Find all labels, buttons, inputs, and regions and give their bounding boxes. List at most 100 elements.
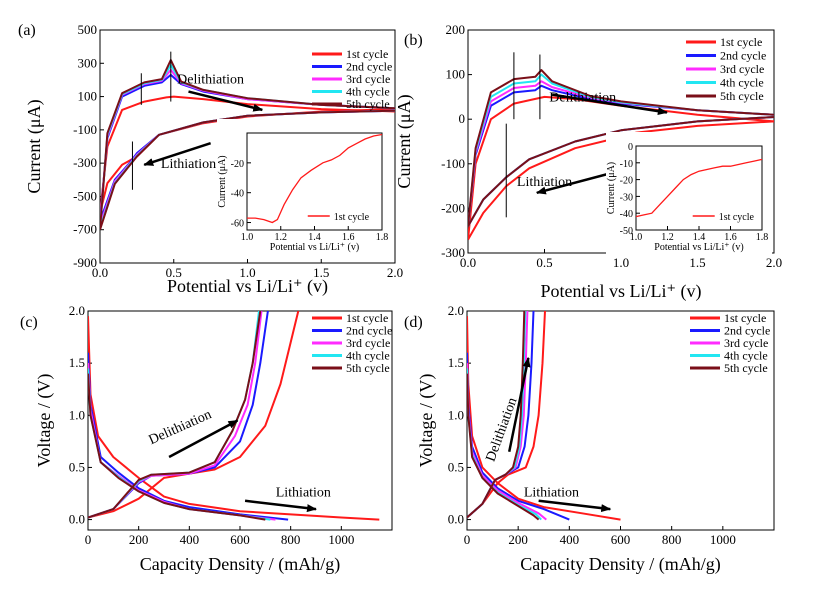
- axis-ytick-label: 1.0: [69, 407, 85, 422]
- lithiation-arrow: [143, 141, 212, 166]
- annotation-delithiation: Delithiation: [147, 407, 214, 448]
- axis-xtick-label: 600: [611, 532, 631, 547]
- axis-xtick-label: 200: [508, 532, 528, 547]
- inset-x-axis-label: Potential vs Li/Li⁺ (v): [654, 242, 743, 253]
- panel-label: (a): [18, 22, 36, 39]
- plot-area: [467, 311, 621, 521]
- axis-xtick-label: 1.0: [239, 265, 255, 280]
- legend-label-5: 5th cycle: [720, 89, 764, 103]
- inset-series-line: [247, 133, 383, 224]
- inset-chart: 1.0 1.2 1.4 1.6 1.8 -50 -40 -30 -20 -10 0 Potential…: [606, 132, 772, 256]
- panel-label: (d): [404, 314, 423, 331]
- inset-xtick-label: 1.8: [756, 232, 769, 243]
- legend-label-3: 3rd cycle: [720, 62, 764, 76]
- series-line-5-delith: [468, 69, 774, 227]
- inset-xtick-label: 1.4: [693, 232, 706, 243]
- legend-label-3: 3rd cycle: [346, 336, 390, 350]
- plot-area: [100, 51, 395, 231]
- series-line-1-delith: [468, 95, 774, 240]
- chart-panel-d: (d) 0 200 400 600 800 1000 0.0 0.5 1.0 1.5 2.0 Capac…: [404, 303, 775, 575]
- axis-xtick-label: 400: [560, 532, 580, 547]
- chart-panel-b: (b)0.0 0.5 1.0 1.5 2.0-300-200-1000100200Pot…: [394, 22, 782, 302]
- series-line-2-charge: [88, 311, 269, 519]
- inset-xtick-label: 1.0: [630, 232, 643, 243]
- legend-label-2: 2nd cycle: [724, 324, 770, 338]
- axis-xtick-label: 0.5: [536, 255, 552, 270]
- series-line-5-lith: [468, 116, 774, 227]
- inset-legend-label: 1st cycle: [334, 212, 370, 223]
- series-line-5-discharge: [467, 373, 540, 521]
- series-line-5-charge: [88, 311, 262, 519]
- inset-chart: 1.0 1.2 1.4 1.6 1.8 -60 -40 -20 Potential vs Li/…: [217, 119, 392, 256]
- x-axis-label: Potential vs Li/Li⁺ (v): [167, 276, 328, 297]
- axis-xtick-label: 800: [662, 532, 682, 547]
- legend-label-5: 5th cycle: [346, 97, 390, 111]
- inset-ytick-label: -10: [620, 159, 633, 170]
- axis-xtick-label: 800: [281, 532, 301, 547]
- axis-xtick-label: 0.5: [166, 265, 182, 280]
- axis-ytick-label: -700: [73, 222, 97, 237]
- axis-ytick-label: -100: [73, 122, 97, 137]
- panel-label: (c): [20, 314, 38, 331]
- axis-ytick-label: -200: [441, 200, 465, 215]
- inset-xtick-label: 1.6: [724, 232, 737, 243]
- axis-xtick-label: 1.5: [313, 265, 329, 280]
- inset-background: [217, 119, 392, 256]
- delithiation-arrow: [507, 356, 531, 453]
- axis-xtick-label: 1000: [710, 532, 736, 547]
- y-axis-label: Voltage / (V): [416, 374, 437, 468]
- series-line-1-charge: [88, 311, 300, 519]
- inset-xtick-label: 1.0: [241, 232, 254, 243]
- annotation-lithiation: Lithiation: [517, 175, 572, 190]
- axis-xtick-label: 200: [129, 532, 149, 547]
- inset-ytick-label: -20: [231, 159, 244, 170]
- y-axis-label: Voltage / (V): [34, 374, 55, 468]
- plot-area: [468, 52, 774, 241]
- axis-ytick-label: 0.5: [69, 459, 85, 474]
- delithiation-arrow: [188, 90, 264, 112]
- annotation-lithiation: Lithiation: [161, 157, 216, 172]
- axis-ytick-label: -500: [73, 188, 97, 203]
- axis-ytick-label: 300: [78, 55, 98, 70]
- inset-ytick-label: 0: [628, 142, 633, 153]
- legend-label-3: 3rd cycle: [724, 336, 768, 350]
- axis-ytick-label: -900: [73, 255, 97, 270]
- legend-label-4: 4th cycle: [724, 349, 768, 363]
- legend-label-2: 2nd cycle: [720, 49, 766, 63]
- axis-xtick-label: 600: [230, 532, 250, 547]
- axis-ytick-label: 0.5: [448, 459, 464, 474]
- series-line-5-discharge: [88, 373, 266, 521]
- x-axis-label: Capacity Density / (mAh/g): [140, 554, 340, 575]
- series-line-3-charge: [88, 311, 263, 519]
- axis-ytick-label: -300: [73, 155, 97, 170]
- inset-xtick-label: 1.4: [308, 232, 321, 243]
- inset-xtick-label: 1.2: [275, 232, 288, 243]
- chart-panel-a: (a) 0.0 0.5 1.0 1.5 2.0 -900 -700 -500 -300 -100 10…: [18, 22, 403, 297]
- delithiation-arrow: [551, 93, 668, 116]
- axis-xtick-label: 0: [85, 532, 92, 547]
- axis-ytick-label: 2.0: [448, 303, 464, 318]
- axis-ytick-label: 100: [446, 67, 466, 82]
- axis-xtick-label: 2.0: [766, 255, 782, 270]
- legend-label-3: 3rd cycle: [346, 72, 390, 86]
- axis-ytick-label: 0.0: [448, 512, 464, 527]
- inset-xtick-label: 1.6: [342, 232, 355, 243]
- inset-ytick-label: -40: [620, 209, 633, 220]
- inset-xtick-label: 1.2: [661, 232, 674, 243]
- axis-ytick-label: 1.5: [448, 355, 464, 370]
- lithiation-arrow: [538, 499, 612, 513]
- series-line-4-charge: [88, 311, 260, 519]
- axis-ytick-label: -300: [441, 245, 465, 260]
- axis-ytick-label: 100: [78, 89, 98, 104]
- y-axis-label: Current (μA): [24, 99, 45, 193]
- inset-ytick-label: -20: [620, 176, 633, 187]
- plot-area: [88, 311, 380, 521]
- axis-ytick-label: 500: [78, 22, 98, 37]
- legend-label-5: 5th cycle: [724, 361, 768, 375]
- series-line-1-lith: [468, 120, 774, 241]
- inset-series-line: [635, 158, 763, 218]
- inset-x-axis-label: Potential vs Li/Li⁺ (v): [270, 242, 359, 253]
- axis-xtick-label: 0.0: [92, 265, 108, 280]
